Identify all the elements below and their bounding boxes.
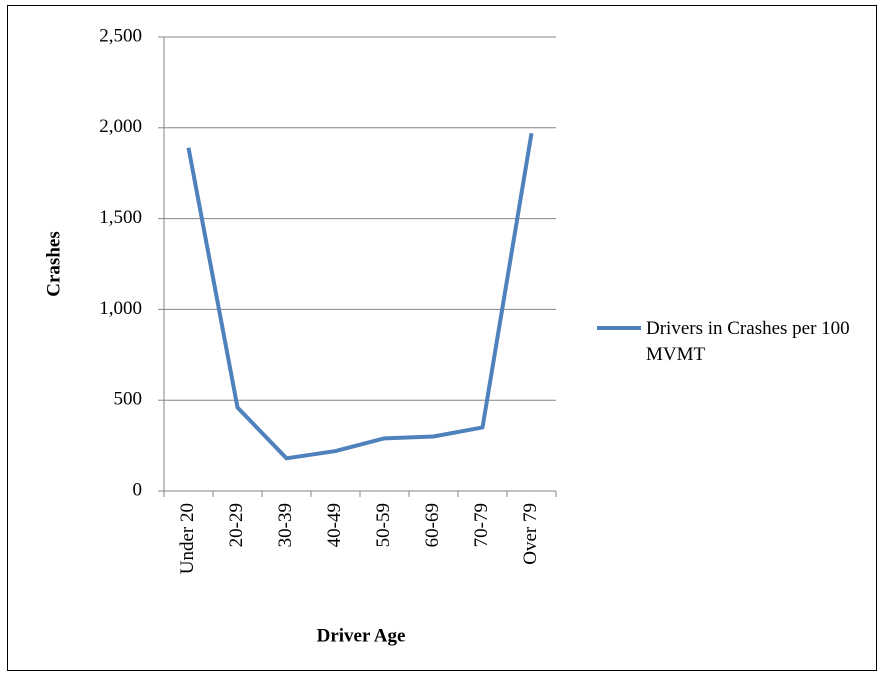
x-tick-label: 50-59 — [373, 503, 394, 547]
y-tick-label: 1,500 — [99, 207, 142, 228]
y-tick-label: 500 — [114, 389, 143, 410]
y-tick-label: 0 — [133, 479, 143, 500]
x-tick-label: Over 79 — [520, 503, 541, 565]
x-tick-label: 60-69 — [422, 503, 443, 547]
y-axis-title: Crashes — [43, 231, 64, 296]
y-tick-label: 2,500 — [99, 25, 142, 46]
x-tick-label: 40-49 — [324, 503, 345, 547]
series-line — [186, 132, 534, 461]
x-tick-label: Under 20 — [177, 503, 198, 574]
x-axis-title: Driver Age — [317, 625, 406, 646]
x-tick-label: 70-79 — [471, 503, 492, 547]
x-tick-label: 30-39 — [275, 503, 296, 547]
y-tick-label: 1,000 — [99, 298, 142, 319]
y-tick-label: 2,000 — [99, 116, 142, 137]
legend-label: Drivers in Crashes per 100 MVMT — [646, 318, 850, 365]
frame — [7, 5, 877, 671]
x-tick-label: 20-29 — [226, 503, 247, 547]
